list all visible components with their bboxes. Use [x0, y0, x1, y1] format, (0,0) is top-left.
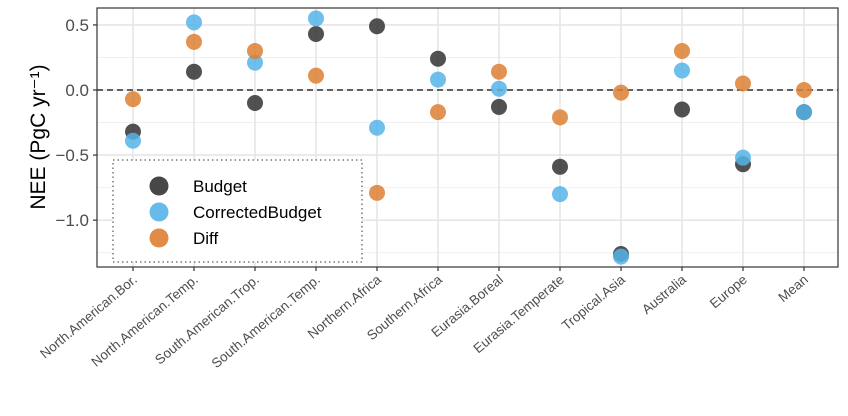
legend-key-correctedbudget — [149, 202, 169, 222]
point-correctedbudget-6 — [491, 80, 507, 97]
point-diff-9 — [674, 42, 690, 59]
x-tick-label: Tropical.Asia — [559, 271, 628, 333]
point-diff-1 — [186, 33, 202, 50]
point-budget-6 — [491, 98, 507, 115]
point-correctedbudget-11 — [796, 104, 812, 121]
point-correctedbudget-0 — [125, 132, 141, 149]
y-tick-label: −1.0 — [55, 211, 89, 230]
panel-border — [96, 7, 839, 268]
point-diff-4 — [369, 184, 385, 201]
point-diff-2 — [247, 42, 263, 59]
point-diff-8 — [613, 84, 629, 101]
point-correctedbudget-2 — [247, 54, 263, 71]
point-diff-6 — [491, 63, 507, 80]
y-tick-label: 0.5 — [65, 16, 89, 35]
x-tick-label: North.American.Temp. — [88, 272, 201, 370]
point-correctedbudget-4 — [369, 119, 385, 136]
point-correctedbudget-7 — [552, 186, 568, 203]
point-budget-2 — [247, 95, 263, 112]
x-tick-label: Europe — [707, 272, 750, 311]
point-budget-5 — [430, 50, 446, 67]
x-tick-label: Mean — [775, 272, 811, 305]
x-tick-label: South.American.Temp. — [209, 272, 323, 371]
point-correctedbudget-3 — [308, 10, 324, 27]
point-budget-9 — [674, 101, 690, 118]
point-correctedbudget-9 — [674, 62, 690, 79]
point-diff-7 — [552, 109, 568, 126]
x-tick-label: North.American.Bor. — [37, 272, 140, 362]
y-axis-label: NEE (PgC yr⁻¹) — [27, 64, 50, 209]
point-diff-5 — [430, 104, 446, 121]
legend-key-budget — [149, 176, 169, 196]
data-points — [125, 10, 812, 265]
x-tick-label: South.American.Trop. — [152, 272, 262, 368]
legend: Budget CorrectedBudget Diff — [112, 159, 363, 263]
legend-label: Budget — [193, 177, 247, 196]
point-correctedbudget-1 — [186, 14, 202, 31]
point-budget-3 — [308, 26, 324, 43]
y-tick-label: −0.5 — [55, 146, 89, 165]
point-correctedbudget-5 — [430, 71, 446, 88]
x-axis: North.American.Bor.North.American.Temp.S… — [37, 267, 811, 371]
y-tick-label: 0.0 — [65, 81, 89, 100]
point-correctedbudget-10 — [735, 149, 751, 166]
point-budget-4 — [369, 18, 385, 35]
point-budget-1 — [186, 63, 202, 80]
legend-label: Diff — [193, 229, 218, 248]
point-diff-0 — [125, 91, 141, 108]
x-tick-label: Australia — [639, 271, 689, 317]
legend-label: CorrectedBudget — [193, 203, 322, 222]
point-diff-10 — [735, 75, 751, 92]
legend-key-diff — [149, 228, 169, 248]
point-budget-7 — [552, 158, 568, 175]
point-diff-3 — [308, 67, 324, 84]
point-correctedbudget-8 — [613, 248, 629, 265]
point-diff-11 — [796, 81, 812, 98]
y-axis: 0.5 0.0 −0.5 −1.0 — [55, 16, 97, 230]
